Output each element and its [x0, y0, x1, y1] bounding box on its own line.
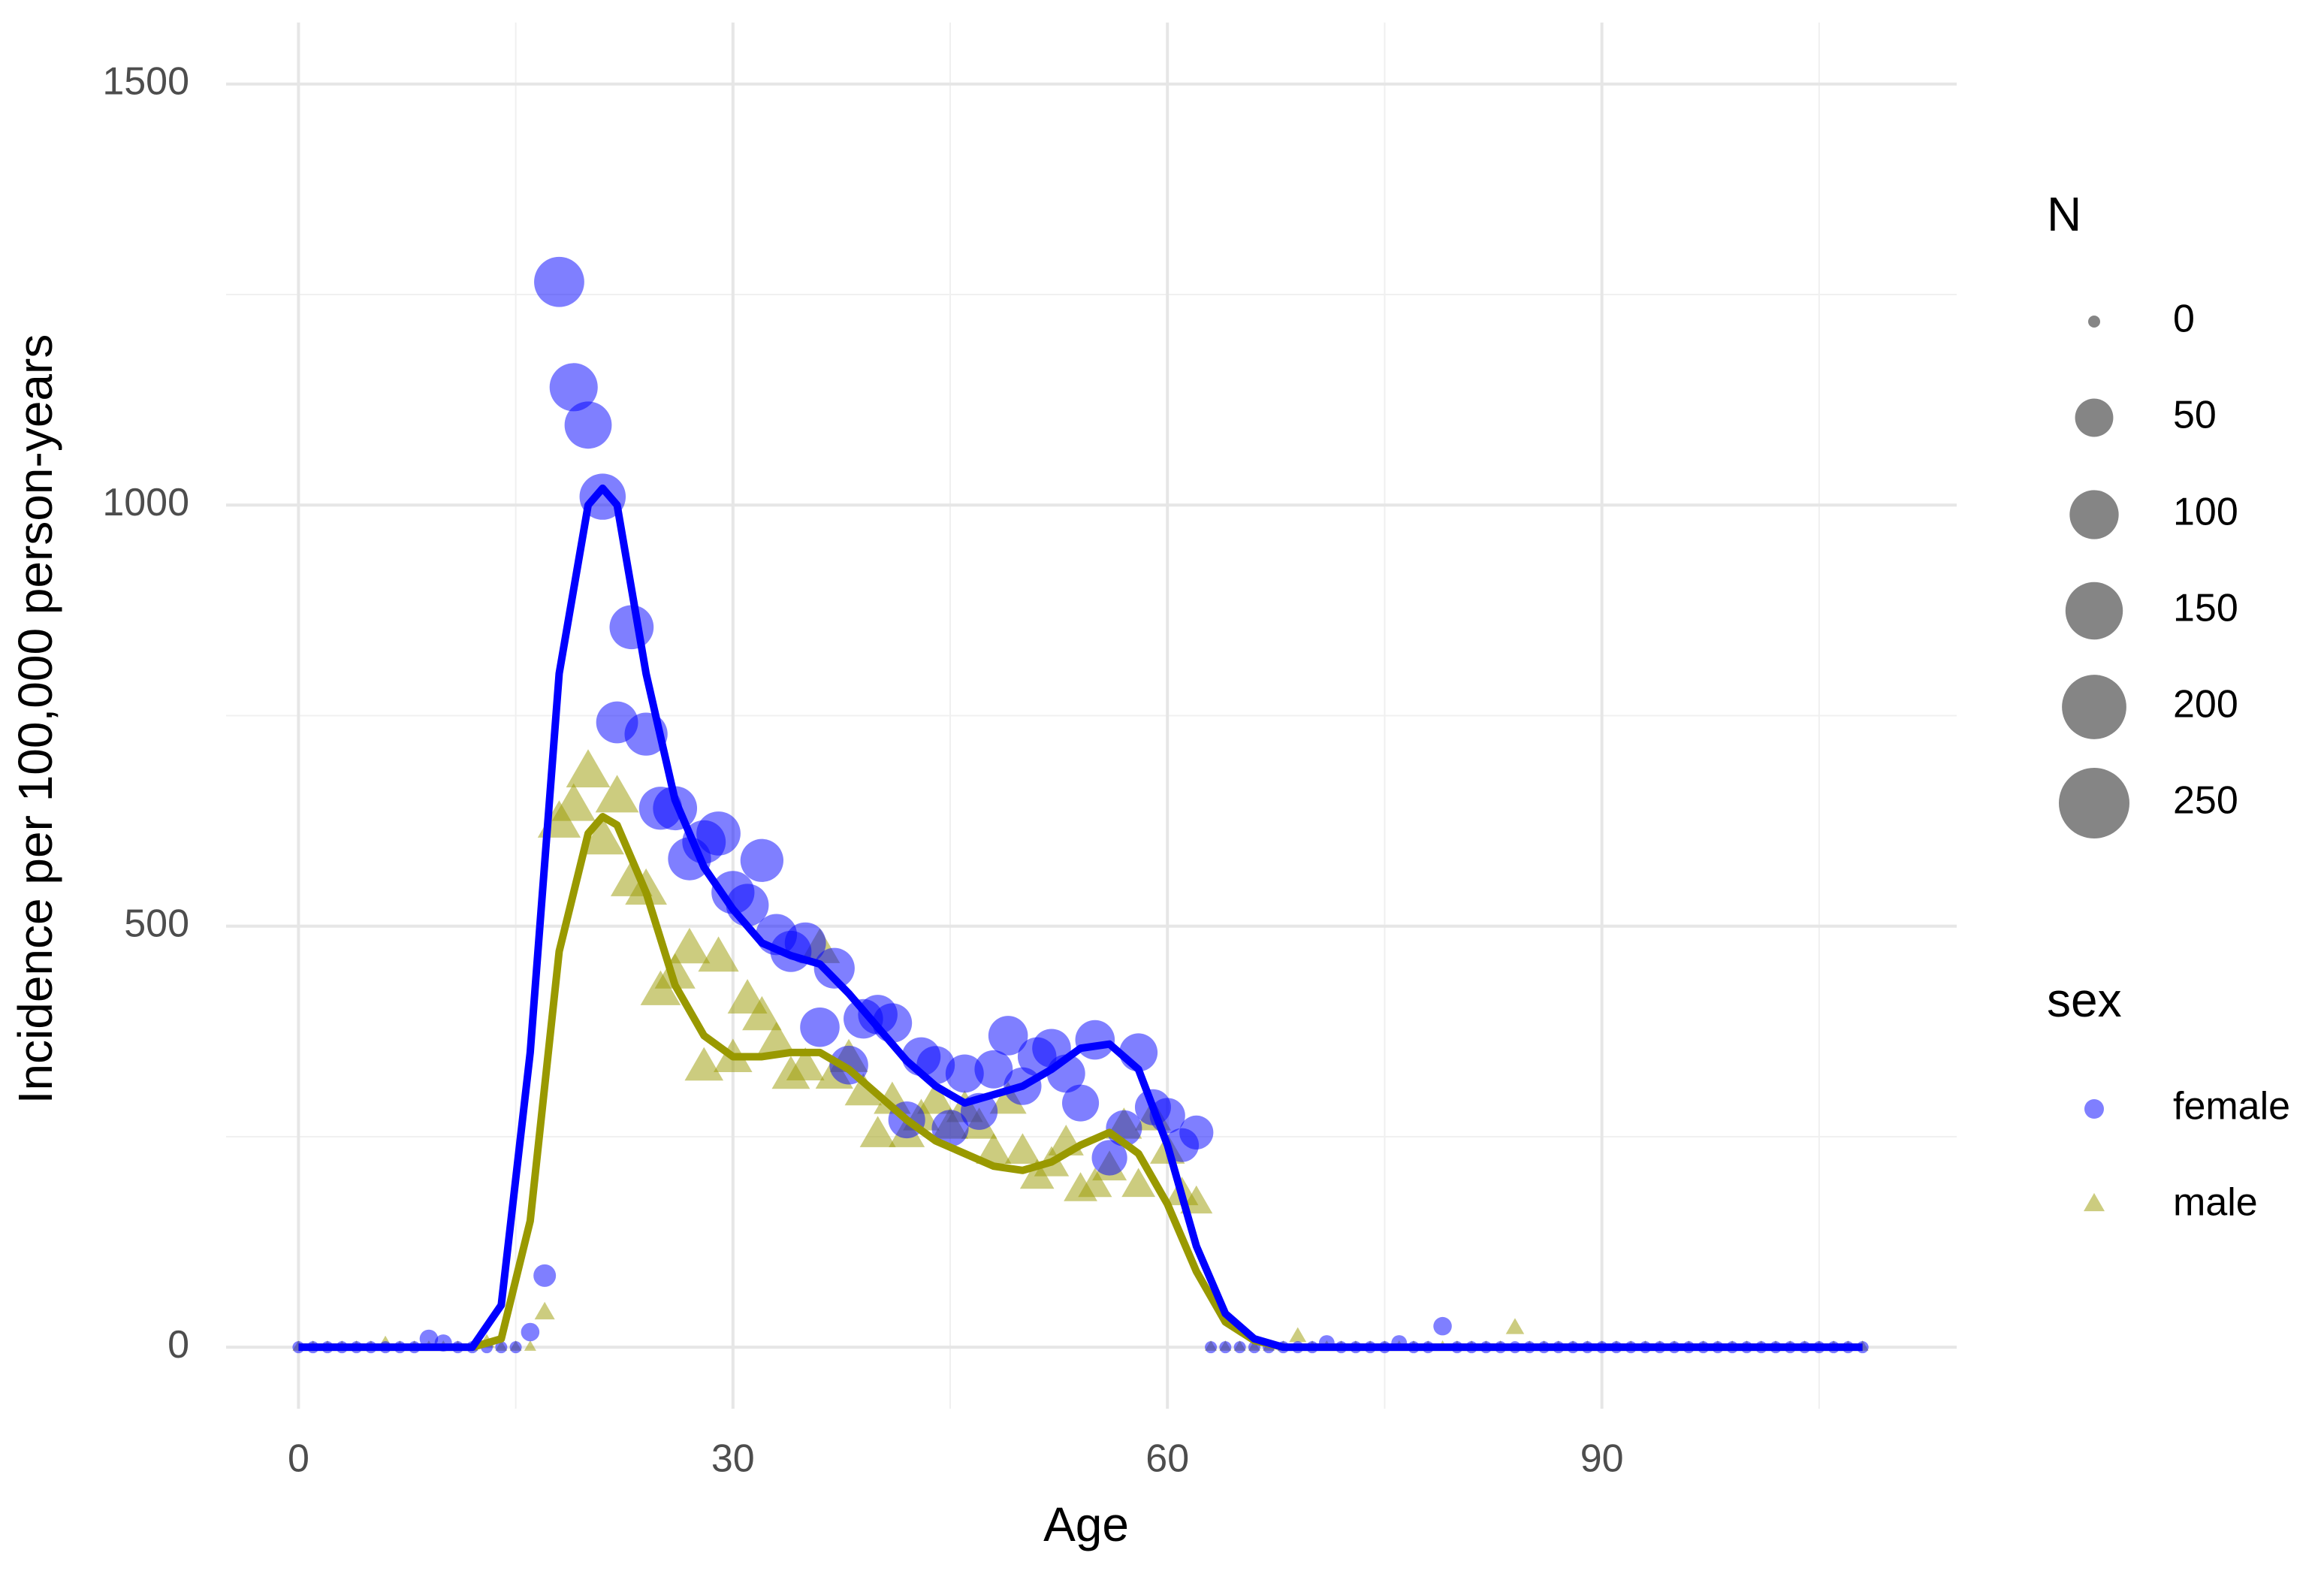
point — [419, 1329, 439, 1349]
size-legend-key — [2059, 768, 2129, 838]
point — [521, 1322, 540, 1342]
point — [533, 1264, 557, 1287]
point — [786, 1047, 825, 1081]
point — [1205, 1341, 1218, 1354]
color-legend-label: female — [2173, 1085, 2290, 1128]
y-axis-title: Incidence per 100,000 person-years — [8, 334, 62, 1104]
point — [551, 783, 596, 821]
size-legend-label: 50 — [2173, 394, 2217, 437]
point — [696, 811, 741, 856]
point — [844, 1073, 883, 1106]
size-legend-label: 0 — [2173, 298, 2195, 341]
point — [976, 1133, 1012, 1165]
point — [566, 749, 611, 787]
point — [813, 947, 855, 989]
point — [742, 995, 782, 1031]
size-legend-key — [2088, 316, 2100, 328]
point — [931, 1110, 969, 1147]
point — [945, 1054, 984, 1093]
point — [495, 1341, 508, 1354]
color-legend-key — [2084, 1099, 2104, 1119]
point — [564, 401, 612, 449]
point — [509, 1341, 522, 1354]
color-legend-title: sex — [2047, 973, 2122, 1027]
point — [1004, 1133, 1041, 1165]
point — [1289, 1327, 1307, 1343]
size-legend-key — [2069, 490, 2119, 539]
x-tick-label: 90 — [1580, 1437, 1624, 1481]
point — [756, 1021, 796, 1056]
point — [669, 927, 711, 964]
point — [1075, 1020, 1115, 1060]
point — [1121, 1168, 1156, 1198]
size-legend-key — [2075, 398, 2114, 437]
point — [609, 605, 654, 650]
point — [974, 1050, 1013, 1089]
x-axis-title: Age — [1043, 1497, 1129, 1551]
size-legend-title: N — [2047, 187, 2081, 241]
color-legend-label: male — [2173, 1181, 2258, 1225]
point — [1061, 1084, 1100, 1122]
point — [534, 1301, 555, 1320]
size-legend-label: 200 — [2173, 683, 2238, 727]
size-legend-label: 150 — [2173, 587, 2238, 630]
size-legend-label: 250 — [2173, 779, 2238, 823]
point — [654, 953, 696, 989]
point — [800, 1007, 840, 1047]
point — [771, 1056, 810, 1089]
point — [988, 1016, 1028, 1056]
x-tick-label: 0 — [288, 1437, 309, 1481]
point — [917, 1081, 955, 1114]
y-tick-label: 1000 — [102, 481, 189, 524]
y-tick-label: 500 — [124, 902, 189, 945]
x-tick-label: 60 — [1145, 1437, 1189, 1481]
point — [740, 838, 784, 882]
point — [859, 1116, 896, 1147]
point — [1505, 1318, 1525, 1334]
x-tick-label: 30 — [711, 1437, 755, 1481]
point — [595, 775, 639, 813]
point — [1219, 1341, 1232, 1354]
point — [549, 363, 598, 412]
point — [1091, 1140, 1127, 1176]
point — [524, 1340, 536, 1351]
point — [1233, 1341, 1246, 1354]
size-legend-label: 100 — [2173, 491, 2238, 534]
smooth-line — [298, 813, 1863, 1352]
y-tick-label: 0 — [168, 1323, 189, 1367]
point — [1179, 1115, 1214, 1150]
smooth-line — [298, 484, 1863, 1352]
point — [581, 817, 624, 855]
size-legend-key — [2062, 675, 2126, 739]
size-legend-key — [2065, 582, 2123, 640]
point — [698, 936, 739, 972]
point — [684, 1047, 724, 1081]
point — [534, 256, 584, 307]
point — [1433, 1316, 1452, 1336]
point — [1078, 1168, 1112, 1198]
color-legend-key — [2084, 1192, 2105, 1212]
y-tick-label: 1500 — [102, 60, 189, 104]
